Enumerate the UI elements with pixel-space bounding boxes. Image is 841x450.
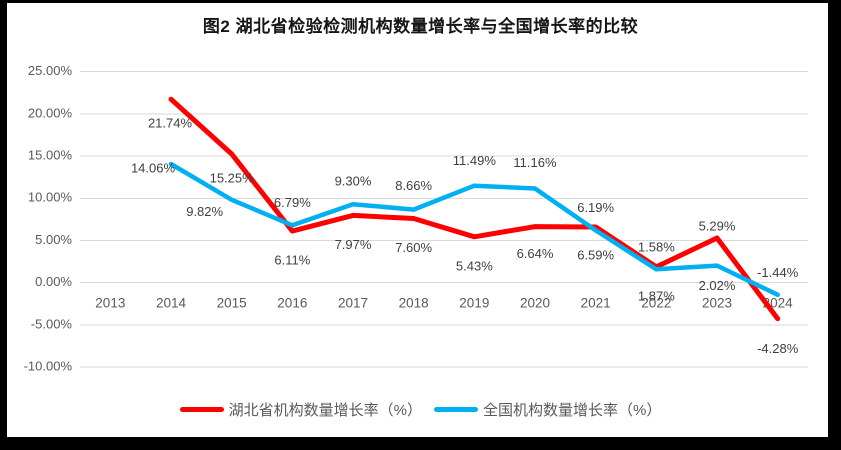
hubei-line-swatch-icon xyxy=(179,406,224,412)
data-label: 7.97% xyxy=(335,237,372,252)
chart-legend: 湖北省机构数量增长率（%） 全国机构数量增长率（%） xyxy=(0,396,841,422)
data-label: 9.82% xyxy=(186,204,223,219)
legend-label-hubei: 湖北省机构数量增长率（%） xyxy=(228,401,422,419)
legend-item-hubei: 湖北省机构数量增长率（%） xyxy=(179,399,422,420)
y-axis-tick-label: 5.00% xyxy=(35,232,72,247)
data-label: 8.66% xyxy=(395,178,432,193)
data-label: 11.49% xyxy=(453,153,497,168)
x-axis-tick-label: 2019 xyxy=(459,296,489,311)
y-axis-tick-label: -5.00% xyxy=(31,316,73,331)
data-label: 6.19% xyxy=(577,200,614,215)
data-label: 6.79% xyxy=(274,195,311,210)
y-axis-tick-label: 10.00% xyxy=(28,190,73,205)
y-axis-tick-label: 20.00% xyxy=(28,105,73,120)
x-axis-tick-label: 2013 xyxy=(95,296,125,311)
national-series-line xyxy=(168,161,780,298)
data-label: 7.60% xyxy=(395,240,432,255)
y-axis-tick-label: 0.00% xyxy=(35,274,72,289)
data-label: 6.59% xyxy=(577,247,614,262)
data-label: 9.30% xyxy=(335,174,372,189)
data-label: 1.58% xyxy=(638,240,675,255)
data-label: 6.64% xyxy=(517,246,554,261)
data-label: 2.02% xyxy=(699,278,736,293)
data-label: 14.06% xyxy=(131,160,176,175)
data-label: 1.87% xyxy=(638,288,675,303)
national-line-swatch-icon xyxy=(434,406,478,412)
y-axis-tick-label: -10.00% xyxy=(24,358,73,373)
data-label: 15.25% xyxy=(210,170,255,185)
data-label: -1.44% xyxy=(757,265,799,280)
x-axis-tick-label: 2015 xyxy=(217,296,247,311)
x-axis-tick-label: 2016 xyxy=(277,296,307,311)
hubei-series-line xyxy=(168,96,781,322)
data-label: -4.28% xyxy=(757,341,799,356)
x-axis-tick-label: 2021 xyxy=(581,296,611,311)
chart-title: 图2 湖北省检验检测机构数量增长率与全国增长率的比较 xyxy=(202,17,639,36)
y-axis-tick-label: 15.00% xyxy=(28,148,73,163)
data-label: 5.29% xyxy=(699,218,736,233)
data-label: 5.43% xyxy=(456,258,493,273)
x-axis-tick-label: 2020 xyxy=(520,296,550,311)
data-label: 11.16% xyxy=(513,155,557,170)
legend-item-national: 全国机构数量增长率（%） xyxy=(434,399,661,420)
x-axis-tick-label: 2018 xyxy=(399,296,429,311)
y-axis-tick-label: 25.00% xyxy=(28,63,73,78)
data-label: 21.74% xyxy=(148,116,193,131)
legend-label-national: 全国机构数量增长率（%） xyxy=(483,401,662,419)
x-axis-tick-label: 2017 xyxy=(338,296,368,311)
x-axis-tick-label: 2022 xyxy=(641,296,671,311)
x-axis-tick-label: 2014 xyxy=(156,296,187,311)
data-label: 6.11% xyxy=(274,253,310,268)
x-axis-tick-label: 2023 xyxy=(702,296,732,311)
